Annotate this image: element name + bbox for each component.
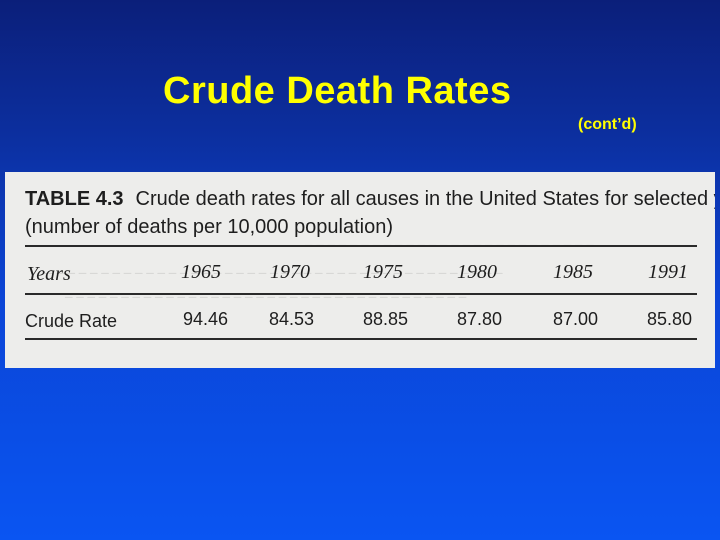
- table-header-year: 1975: [363, 261, 403, 283]
- table-caption-units: (number of deaths per 10,000 population): [25, 216, 394, 238]
- table-cell: 94.46: [183, 309, 229, 329]
- page-bleed-through: _ _ _ _ _ _ _ _ _ _ _ _ _ _ _ _ _ _ _ _ …: [45, 260, 503, 276]
- page-bleed-through: _ _ _ _ _ _ _ _ _ _ _ _ _ _ _ _ _ _ _ _ …: [305, 232, 594, 248]
- table-header-year: 1965: [181, 261, 221, 283]
- table-header-label: Years: [27, 263, 71, 285]
- table-cell: 88.85: [363, 309, 409, 329]
- slide-title: Crude Death Rates: [163, 70, 512, 112]
- slide-subtitle: (cont’d): [578, 116, 637, 133]
- table-number: TABLE 4.3: [25, 188, 124, 210]
- table-caption-text: Crude death rates for all causes in the …: [135, 188, 715, 210]
- table-cell: 87.80: [457, 309, 503, 329]
- table-cell: 84.53: [269, 309, 315, 329]
- table-cell: 87.00: [553, 309, 599, 329]
- table-bottom-rule: [25, 338, 697, 340]
- table-header-year: 1985: [553, 261, 593, 283]
- table-header-year: 1970: [270, 261, 310, 283]
- table-caption: TABLE 4.3 Crude death rates for all cause…: [25, 188, 715, 211]
- page-bleed-through: _ _ _ _ _ _ _ _ _ _ _ _ _ _ _ _ _ _ _ _ …: [65, 284, 467, 300]
- scanned-table-image: _ _ _ _ _ _ _ _ _ _ _ _ _ _ _ _ _ _ _ _ …: [5, 172, 715, 368]
- table-header-year: 1980: [457, 261, 497, 283]
- table-row-label: Crude Rate: [25, 311, 118, 331]
- table-cell: 85.80: [647, 309, 693, 329]
- table-top-rule: [25, 245, 697, 247]
- table-header-year: 1991: [648, 261, 688, 283]
- table-header-rule: [25, 293, 697, 295]
